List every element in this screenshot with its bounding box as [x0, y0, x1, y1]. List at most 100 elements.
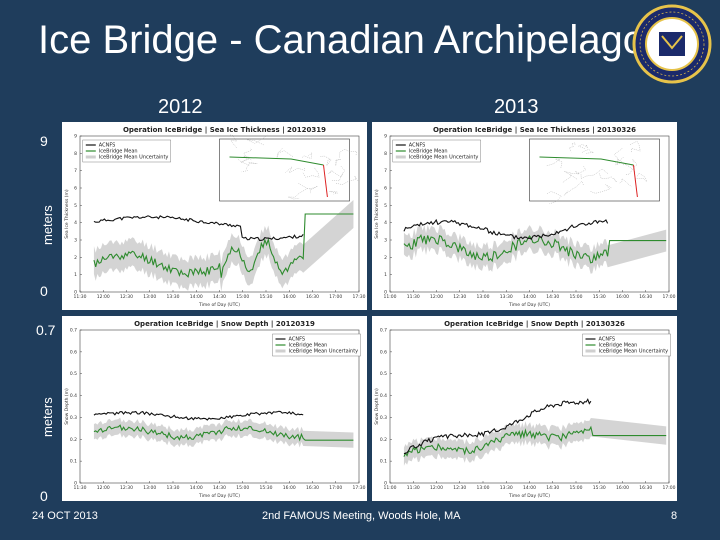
- snow_2013-acnfs-line: [403, 398, 592, 455]
- thick_2013-map-coastline: [546, 158, 563, 168]
- thick_2012-map-coastline: [328, 170, 344, 178]
- snow_2013-xtick-label: 12:30: [453, 485, 466, 491]
- snow-depth-2012-panel: Operation IceBridge | Snow Depth | 20120…: [62, 316, 367, 501]
- snow_2012-ytick-label: 0.6: [70, 349, 77, 355]
- thick_2012-map-coastline: [335, 175, 359, 185]
- snow_2012-xtick-label: 16:00: [283, 485, 296, 491]
- thick_2013-map-coastline: [571, 165, 586, 175]
- snow-depth-2013-panel: Operation IceBridge | Snow Depth | 20130…: [372, 316, 677, 501]
- thick_2012-ytick-label: 6: [74, 186, 77, 192]
- bottom-axis-max: 0.7: [36, 322, 56, 338]
- thick_2013-map-coastline: [614, 148, 637, 173]
- thick_2012-xtick-label: 15:00: [236, 294, 249, 300]
- snow_2012-xlabel: Time of Day (UTC): [198, 493, 240, 499]
- snow_2012-legend-box: [272, 333, 361, 357]
- thick_2013-icebridge-mean-line: [403, 233, 667, 264]
- thick_2012-ytick-label: 2: [74, 255, 77, 261]
- snow_2013-uncertainty-band: [403, 417, 667, 466]
- thick_2012-ytick-label: 3: [74, 238, 77, 244]
- snow_2013-xtick-label: 14:30: [546, 485, 559, 491]
- snow_2013-ytick-label: 0.5: [380, 371, 387, 377]
- thick_2012-map-coastline: [287, 188, 308, 200]
- thick_2013-ylabel: Sea Ice Thickness (m): [374, 189, 380, 239]
- footer-event: 2nd FAMOUS Meeting, Woods Hole, MA: [262, 510, 461, 522]
- snow_2012-xtick-label: 13:30: [167, 485, 180, 491]
- top-axis-min: 0: [40, 283, 48, 299]
- snow_2013-ylabel: Snow Depth (m): [374, 388, 380, 425]
- thick_2012-ylabel: Sea Ice Thickness (m): [64, 189, 70, 239]
- thick_2013-map-coastline: [599, 173, 617, 183]
- snow_2012-xtick-label: 15:00: [236, 485, 249, 491]
- thick_2012-map-coastline: [302, 152, 313, 159]
- snow_2013-ytick-label: 0.3: [380, 415, 387, 421]
- thick_2013-xtick-label: 14:30: [546, 294, 559, 300]
- snow_2013-xtick-label: 12:00: [430, 485, 443, 491]
- thick_2012-chart: Operation IceBridge | Sea Ice Thickness …: [64, 126, 366, 308]
- thick_2013-ytick-label: 6: [384, 186, 387, 192]
- thick_2013-legend-label: IceBridge Mean: [409, 149, 448, 155]
- snow_2012-xtick-label: 14:30: [213, 485, 226, 491]
- thick_2013-map-coastline: [611, 157, 624, 165]
- snow_2012-title: Operation IceBridge | Snow Depth | 20120…: [134, 320, 315, 329]
- thick_2013-ytick-label: 9: [384, 134, 387, 140]
- thick_2013-map-coastline: [589, 184, 612, 194]
- year-2013-label: 2013: [494, 96, 539, 118]
- thick_2012-map-flight-track: [229, 156, 324, 166]
- snow_2012-ytick-label: 0.3: [70, 415, 77, 421]
- thick_2013-map-coastline: [577, 144, 589, 149]
- snow_2013-ytick-label: 0.7: [380, 328, 387, 334]
- snow_2013-xtick-label: 11:30: [407, 485, 420, 491]
- snow_2012-xtick-label: 17:30: [353, 485, 366, 491]
- thick_2012-map-coastline: [285, 166, 305, 174]
- snow_2013-legend-box: [582, 333, 671, 357]
- thick_2013-inset-map: [529, 138, 660, 202]
- thick_2012-title: Operation IceBridge | Sea Ice Thickness …: [123, 126, 326, 135]
- thick_2012-xtick-label: 14:30: [213, 294, 226, 300]
- snow_2013-xlabel: Time of Day (UTC): [508, 493, 550, 499]
- thick_2013-map-coastline: [625, 159, 638, 175]
- snow_2012-xtick-label: 13:00: [143, 485, 156, 491]
- thick_2013-xtick-label: 17:00: [663, 294, 676, 300]
- thick_2012-xtick-label: 15:30: [260, 294, 273, 300]
- thick_2013-ytick-label: 5: [384, 203, 387, 209]
- thick_2012-map-coastline: [238, 147, 252, 163]
- thick_2013-xtick-label: 11:30: [407, 294, 420, 300]
- snow_2013-xtick-label: 14:00: [523, 485, 536, 491]
- snow_2012-xtick-label: 12:00: [97, 485, 110, 491]
- snow_2013-xtick-label: 16:30: [639, 485, 652, 491]
- top-axis-max: 9: [40, 133, 48, 149]
- thickness-2013-panel: Operation IceBridge | Sea Ice Thickness …: [372, 122, 677, 310]
- thick_2013-ytick-label: 7: [384, 168, 387, 174]
- thick_2012-acnfs-line: [93, 215, 304, 241]
- snow_2013-icebridge-mean-line: [403, 425, 667, 457]
- thick_2012-map-flight-track-red: [323, 164, 328, 198]
- snow_2013-legend-label: ACNFS: [599, 337, 616, 343]
- thick_2012-map-coastline: [334, 159, 341, 166]
- thick_2013-title: Operation IceBridge | Sea Ice Thickness …: [433, 126, 636, 135]
- thick_2013-legend-box: [392, 139, 481, 163]
- snow_2013-xtick-label: 13:30: [500, 485, 513, 491]
- thick_2013-xtick-label: 16:30: [639, 294, 652, 300]
- snow_2013-xtick-label: 16:00: [616, 485, 629, 491]
- snow_2012-xtick-label: 11:30: [74, 485, 87, 491]
- thick_2012-ytick-label: 4: [74, 220, 77, 226]
- year-2012-label: 2012: [158, 96, 203, 118]
- thick_2012-map-coastline: [276, 147, 293, 158]
- thick_2012-xtick-label: 11:30: [74, 294, 87, 300]
- thick_2013-xtick-label: 11:00: [384, 294, 397, 300]
- thick_2013-legend-label: ACNFS: [409, 143, 426, 149]
- thick_2012-ytick-label: 0: [74, 290, 77, 296]
- thick_2013-map-flight-track-red: [633, 164, 638, 198]
- snow_2013-legend-label: IceBridge Mean Uncertainty: [599, 349, 669, 355]
- thick_2013-ytick-label: 3: [384, 238, 387, 244]
- thick_2012-map-coastline: [320, 155, 332, 166]
- thick_2013-uncertainty-band: [403, 224, 667, 274]
- thick_2012-map-coastline: [229, 134, 238, 148]
- snow_2012-ytick-label: 0.5: [70, 371, 77, 377]
- thick_2012-legend-label: IceBridge Mean: [99, 149, 138, 155]
- snow_2013-ytick-label: 0.1: [380, 459, 387, 465]
- thick_2012-xtick-label: 16:30: [306, 294, 319, 300]
- snow_2013-ytick-label: 0.2: [380, 437, 387, 443]
- thick_2012-map-coastline: [331, 166, 346, 182]
- snow_2012-xtick-label: 15:30: [260, 485, 273, 491]
